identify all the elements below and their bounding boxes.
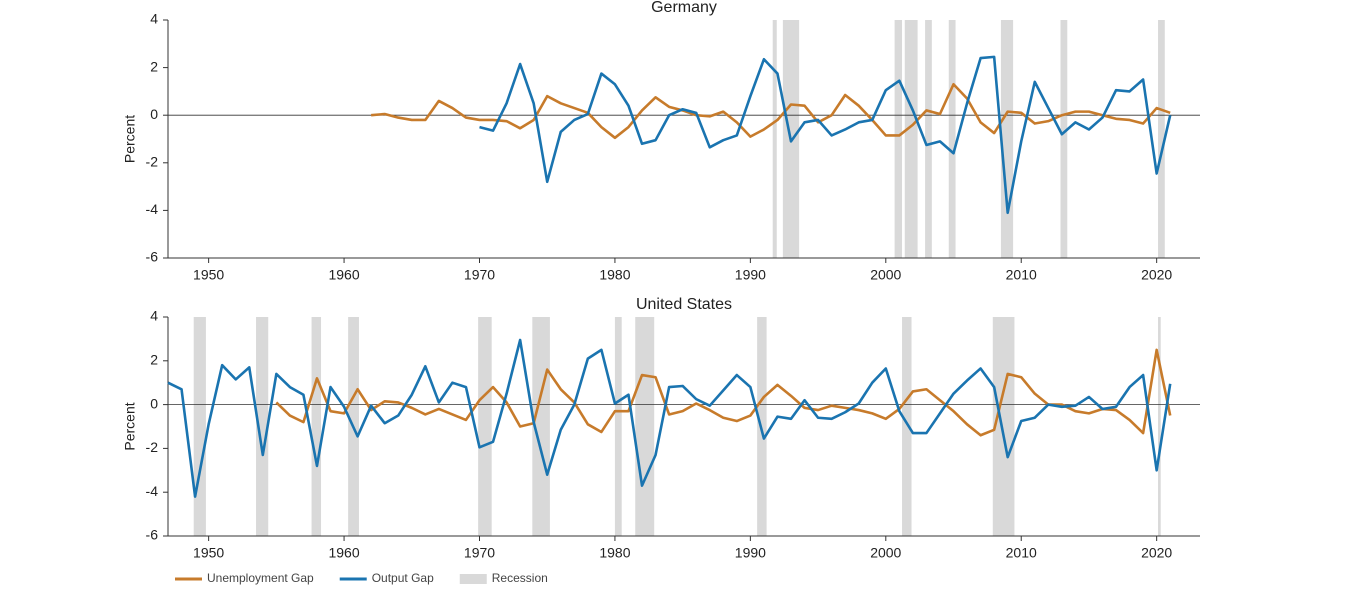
recession-band <box>925 20 932 258</box>
recession-band <box>635 317 655 536</box>
recession-band <box>1158 20 1165 258</box>
recession-band <box>948 20 956 258</box>
recession-band <box>1000 20 1014 258</box>
x-tick-label: 1960 <box>328 267 359 283</box>
legend-label: Unemployment Gap <box>207 571 314 585</box>
y-tick-label: -6 <box>146 527 159 543</box>
recession-band <box>193 317 206 536</box>
recession-band <box>478 317 492 536</box>
series-line <box>371 82 1171 140</box>
x-tick-label: 2010 <box>1006 545 1037 561</box>
x-tick-label: 1950 <box>193 545 224 561</box>
series-line <box>167 338 1172 498</box>
chart-title: United States <box>636 296 732 313</box>
x-tick-label: 1980 <box>599 545 630 561</box>
legend-swatch <box>459 574 487 584</box>
y-tick-label: 4 <box>150 11 158 27</box>
y-tick-label: -2 <box>146 154 159 170</box>
x-tick-label: 1960 <box>328 545 359 561</box>
recession-band <box>902 317 912 536</box>
x-tick-label: 2010 <box>1006 267 1037 283</box>
y-tick-label: -6 <box>146 249 159 265</box>
recession-band <box>311 317 322 536</box>
y-tick-label: 2 <box>150 58 158 74</box>
recession-band <box>614 317 622 536</box>
y-tick-label: -2 <box>146 439 159 455</box>
x-tick-label: 1970 <box>464 267 495 283</box>
recession-band <box>992 317 1015 536</box>
legend-label: Recession <box>492 571 548 585</box>
recession-band <box>894 20 903 258</box>
y-tick-label: 4 <box>150 308 158 324</box>
x-tick-label: 2020 <box>1141 545 1172 561</box>
y-tick-label: 2 <box>150 352 158 368</box>
recession-band <box>772 20 777 258</box>
x-tick-label: 2000 <box>870 545 901 561</box>
y-tick-label: 0 <box>150 106 158 122</box>
series-line <box>479 55 1172 215</box>
series-line <box>275 348 1172 437</box>
x-tick-label: 1980 <box>599 267 630 283</box>
y-tick-label: -4 <box>146 483 159 499</box>
y-axis-label: Percent <box>122 115 138 163</box>
x-tick-label: 2020 <box>1141 267 1172 283</box>
recession-band <box>1060 20 1068 258</box>
recession-band <box>1158 317 1161 536</box>
recession-band <box>256 317 269 536</box>
recession-band <box>904 20 918 258</box>
y-axis-label: Percent <box>122 402 138 450</box>
x-tick-label: 1970 <box>464 545 495 561</box>
x-tick-label: 2000 <box>870 267 901 283</box>
x-tick-label: 1990 <box>735 267 766 283</box>
y-tick-label: -4 <box>146 201 159 217</box>
chart-title: Germany <box>651 0 717 16</box>
x-tick-label: 1950 <box>193 267 224 283</box>
x-tick-label: 1990 <box>735 545 766 561</box>
legend-label: Output Gap <box>372 571 434 585</box>
y-tick-label: 0 <box>150 395 158 411</box>
